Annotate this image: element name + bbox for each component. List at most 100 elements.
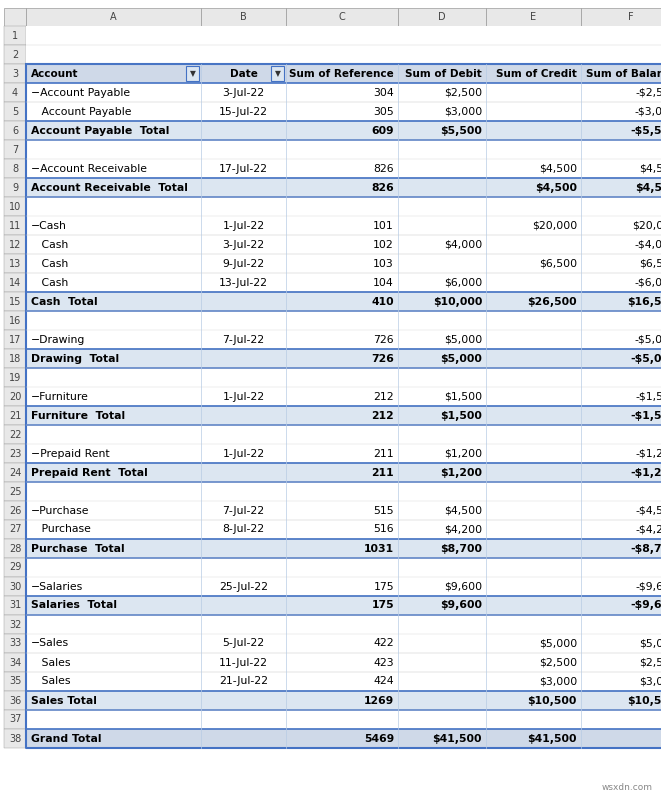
Bar (4, 615, 26, 634)
Text: 305: 305 (373, 107, 394, 116)
Text: $1,200: $1,200 (444, 449, 482, 458)
Text: $4,000: $4,000 (444, 240, 482, 249)
Text: B: B (240, 12, 247, 22)
Text: 12: 12 (9, 240, 21, 249)
Text: 32: 32 (9, 619, 21, 630)
Bar (4, 330, 26, 349)
Bar (286, 406, 398, 425)
Text: 8-Jul-22: 8-Jul-22 (223, 524, 264, 535)
Text: $41,500: $41,500 (432, 733, 482, 744)
Bar (486, 368, 581, 387)
Bar (201, 292, 286, 311)
Bar (4, 8, 26, 26)
Bar (286, 729, 398, 748)
Bar (398, 444, 486, 463)
Text: Drawing  Total: Drawing Total (31, 354, 119, 363)
Bar (201, 558, 286, 577)
Text: $16,500: $16,500 (627, 296, 661, 307)
Bar (201, 330, 286, 349)
Bar (398, 197, 486, 216)
Bar (581, 102, 661, 121)
Bar (398, 672, 486, 691)
Bar (286, 615, 398, 634)
Bar (26, 463, 201, 482)
Text: -$1,500: -$1,500 (635, 391, 661, 402)
Bar (486, 216, 581, 235)
Bar (581, 672, 661, 691)
Bar (398, 539, 486, 558)
Text: 6: 6 (12, 125, 18, 135)
Text: Account Payable  Total: Account Payable Total (31, 125, 169, 135)
Bar (486, 102, 581, 121)
Text: Purchase: Purchase (31, 524, 91, 535)
Bar (286, 520, 398, 539)
Bar (4, 26, 26, 45)
Bar (26, 349, 201, 368)
Text: Furniture  Total: Furniture Total (31, 410, 125, 421)
Bar (4, 197, 26, 216)
Text: 8: 8 (12, 163, 18, 174)
Bar (26, 368, 201, 387)
Bar (486, 729, 581, 748)
Bar (398, 45, 486, 64)
Text: 7: 7 (12, 144, 18, 155)
Bar (286, 216, 398, 235)
Text: 25-Jul-22: 25-Jul-22 (219, 582, 268, 591)
Bar (4, 121, 26, 140)
Text: 20: 20 (9, 391, 21, 402)
Bar (398, 26, 486, 45)
Bar (201, 121, 286, 140)
Bar (398, 425, 486, 444)
Bar (201, 216, 286, 235)
Text: $4,500: $4,500 (444, 505, 482, 516)
Bar (486, 653, 581, 672)
Text: -$4,000: -$4,000 (635, 240, 661, 249)
Bar (286, 577, 398, 596)
Text: 4: 4 (12, 88, 18, 97)
Bar (486, 330, 581, 349)
Text: 15-Jul-22: 15-Jul-22 (219, 107, 268, 116)
Bar (486, 501, 581, 520)
Text: $9,600: $9,600 (440, 600, 482, 611)
Bar (4, 520, 26, 539)
Text: $9,600: $9,600 (444, 582, 482, 591)
Bar (26, 292, 201, 311)
Text: wsxdn.com: wsxdn.com (602, 783, 653, 792)
Text: 36: 36 (9, 696, 21, 705)
Bar (26, 710, 201, 729)
Bar (26, 102, 201, 121)
Bar (486, 444, 581, 463)
Text: 19: 19 (9, 372, 21, 383)
Bar (398, 216, 486, 235)
Bar (286, 634, 398, 653)
Bar (581, 444, 661, 463)
Text: $10,000: $10,000 (433, 296, 482, 307)
Bar (26, 83, 201, 102)
Bar (4, 558, 26, 577)
Bar (26, 26, 201, 45)
Text: -$9,600: -$9,600 (635, 582, 661, 591)
Bar (581, 387, 661, 406)
Bar (201, 368, 286, 387)
Bar (398, 102, 486, 121)
Bar (26, 729, 201, 748)
Bar (581, 64, 661, 83)
Text: 5: 5 (12, 107, 18, 116)
Bar (286, 45, 398, 64)
Bar (486, 539, 581, 558)
Text: 7-Jul-22: 7-Jul-22 (223, 335, 264, 344)
Text: 25: 25 (9, 486, 21, 497)
Bar (486, 425, 581, 444)
Bar (398, 140, 486, 159)
Bar (201, 406, 286, 425)
Bar (581, 349, 661, 368)
Bar (26, 558, 201, 577)
Text: 826: 826 (371, 183, 394, 193)
Bar (286, 539, 398, 558)
Text: 9: 9 (12, 183, 18, 193)
Bar (486, 406, 581, 425)
Bar (201, 425, 286, 444)
Text: 212: 212 (371, 410, 394, 421)
Bar (581, 330, 661, 349)
Bar (201, 501, 286, 520)
